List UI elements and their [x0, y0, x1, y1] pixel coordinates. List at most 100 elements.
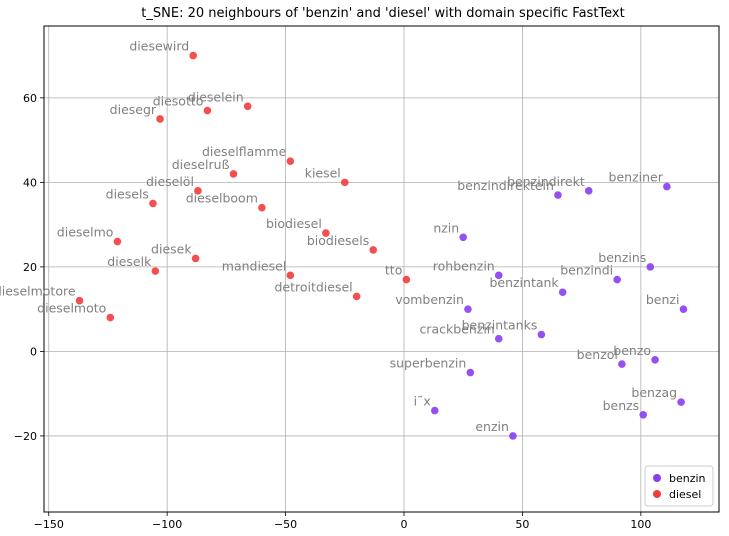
point-label: dieselein [188, 89, 244, 104]
grid [44, 26, 719, 512]
diesel-point [402, 275, 411, 284]
point-label: diesels [106, 186, 149, 201]
legend-box [644, 465, 714, 507]
legend-label-benzin: benzin [669, 472, 706, 485]
diesel-point [340, 178, 349, 187]
point-label: benzol [577, 347, 618, 362]
diesel-point [243, 102, 252, 111]
benzin-point [584, 187, 593, 195]
point-label: diesegr [110, 102, 157, 117]
legend-marker-diesel [653, 490, 661, 498]
point-label: crackbenzin [419, 322, 494, 337]
point-label: benzintanks [462, 318, 538, 333]
point-label: benzintank [489, 275, 559, 290]
y-tick-label: 60 [23, 92, 37, 105]
diesel-point [286, 271, 295, 280]
point-label: biodiesels [307, 233, 369, 248]
diesel-point [369, 246, 378, 254]
benzin-point [459, 233, 468, 242]
point-label: benzindirekt [507, 174, 585, 189]
legend-marker-benzin [653, 474, 661, 482]
x-tick-label: −100 [152, 518, 182, 531]
benzin-point [646, 263, 655, 271]
point-label: kiesel [305, 165, 341, 180]
diesel-point [322, 229, 330, 237]
benzin-point [537, 330, 546, 339]
benzin-point [651, 356, 659, 364]
y-tick-label: 20 [23, 261, 37, 274]
x-tick-label: 50 [515, 518, 529, 531]
point-label: benzo [613, 343, 651, 358]
point-label: dieselmo [57, 225, 114, 240]
data-points [75, 51, 688, 440]
diesel-point [151, 267, 160, 275]
point-label: biodiesel [266, 216, 322, 231]
diesel-point [203, 106, 212, 115]
benzin-point [464, 305, 472, 313]
point-label: dieselflamme [202, 144, 287, 159]
point-label: dieselmotore [0, 284, 76, 299]
point-label: benzins [598, 250, 646, 265]
point-label: benzs [603, 398, 640, 413]
benzin-point [558, 288, 567, 297]
diesel-point [113, 237, 122, 246]
benzin-point [679, 305, 688, 313]
point-label: tto [385, 263, 402, 278]
y-tick-label: −20 [14, 430, 37, 443]
benzin-point [509, 432, 517, 440]
legend-label-diesel: diesel [669, 488, 701, 501]
diesel-point [156, 115, 164, 123]
point-label: benzindirektein [457, 178, 554, 193]
point-label: nzin [433, 220, 459, 235]
benzin-point [639, 411, 648, 419]
chart-title: t_SNE: 20 neighbours of 'benzin' and 'di… [141, 6, 624, 21]
benzin-point [430, 406, 439, 415]
diesel-point [75, 296, 84, 305]
point-label: dieselboom [186, 191, 258, 206]
benzin-point [663, 182, 671, 191]
point-label: enzin [475, 419, 509, 434]
diesel-point [149, 199, 157, 208]
point-label: diesewird [129, 39, 189, 54]
axis-ticks: −150 −100 −50 0 50 100 −20 0 20 40 60 [14, 92, 652, 531]
diesel-point [229, 170, 238, 178]
benzin-point [494, 271, 503, 280]
point-label: mandiesel [222, 258, 287, 273]
x-tick-label: 100 [630, 518, 651, 531]
point-label: vombenzin [395, 292, 464, 307]
point-label: diesek [151, 241, 192, 256]
x-tick-label: 0 [401, 518, 408, 531]
diesel-point [189, 51, 198, 60]
point-label: benziner [609, 170, 664, 185]
legend: benzin diesel [644, 465, 714, 507]
diesel-point [258, 203, 266, 212]
point-label: dieselöl [146, 174, 194, 189]
point-label: detroitdiesel [274, 279, 352, 294]
benzin-point [618, 360, 626, 368]
benzin-point [677, 398, 685, 406]
benzin-point [613, 275, 621, 284]
diesel-point [194, 187, 202, 195]
point-label: i˜x [414, 394, 431, 409]
diesel-point [191, 254, 200, 263]
y-tick-label: 40 [23, 176, 37, 189]
benzin-point [494, 334, 503, 343]
point-label: dieselk [107, 254, 152, 269]
x-tick-label: −150 [34, 518, 64, 531]
point-label: benzag [631, 385, 677, 400]
x-tick-label: −50 [274, 518, 297, 531]
diesel-point [286, 157, 295, 166]
point-label: dieselruß [172, 157, 230, 172]
point-label: benzindi [560, 263, 613, 278]
plot-area [43, 25, 720, 513]
y-tick-label: 0 [30, 345, 37, 358]
point-label: superbenzin [390, 356, 467, 371]
diesel-point [106, 313, 115, 322]
point-label: diesotto [153, 94, 204, 109]
benzin-point [554, 191, 562, 199]
point-label: rohbenzin [433, 258, 495, 273]
point-label: benzi [646, 292, 680, 307]
point-label: dieselmoto [37, 301, 106, 316]
